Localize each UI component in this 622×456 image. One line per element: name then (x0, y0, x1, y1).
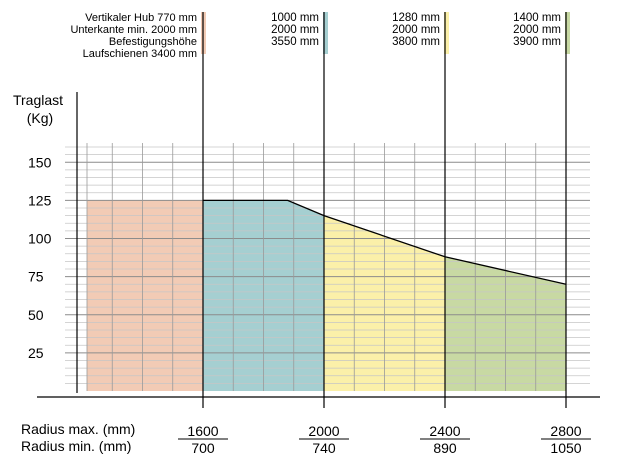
segment-color-key-3 (444, 12, 449, 54)
chart-labels: Traglast (Kg) 25 50 75 100 125 150 Radius max. (… (13, 12, 582, 456)
segment-note-1-line-1: Vertikaler Hub 770 mm (85, 12, 197, 24)
load-band-1 (87, 200, 203, 391)
y-tick-label: 50 (28, 307, 44, 323)
x-axis-row-label-2: Radius min. (mm) (21, 438, 131, 454)
x-tick-label-max: 2000 (308, 423, 339, 439)
x-tick-label-min: 890 (433, 440, 457, 456)
x-tick-label-max: 2400 (429, 423, 460, 439)
segment-color-key-4 (565, 12, 570, 54)
y-tick-label: 75 (28, 269, 44, 285)
load-areas (87, 12, 570, 391)
y-axis-label-line-1: Traglast (13, 92, 63, 108)
x-tick-label-max: 1600 (187, 423, 218, 439)
load-curve (203, 199, 567, 285)
y-tick-label: 125 (28, 192, 52, 208)
segment-note-3-line-2: 2000 mm (392, 24, 440, 36)
x-tick-label-min: 1050 (550, 440, 581, 456)
segment-note-1-line-4: Laufschienen 3400 mm (83, 48, 197, 60)
segment-note-3-line-3: 3800 mm (392, 36, 440, 48)
segment-note-2-line-2: 2000 mm (271, 24, 319, 36)
x-axis-row-label-1: Radius max. (mm) (21, 421, 135, 437)
segment-note-4-line-3: 3900 mm (513, 36, 561, 48)
y-tick-label: 150 (28, 154, 52, 170)
segment-note-1-line-3: Befestigungshöhe (109, 36, 197, 48)
segment-note-2-line-3: 3550 mm (271, 36, 319, 48)
x-tick-label-min: 740 (312, 440, 336, 456)
x-tick-label-min: 700 (191, 440, 215, 456)
chart-grid (65, 143, 590, 391)
x-tick-label-max: 2800 (550, 423, 581, 439)
segment-color-key-2 (323, 12, 328, 54)
y-tick-label: 100 (28, 231, 52, 247)
segment-note-4-line-2: 2000 mm (513, 24, 561, 36)
y-axis-label-line-2: (Kg) (27, 110, 53, 126)
chart-lines (37, 12, 600, 440)
segment-note-3-line-1: 1280 mm (392, 12, 440, 24)
y-tick-label: 25 (28, 345, 44, 361)
segment-note-4-line-1: 1400 mm (513, 12, 561, 24)
segment-note-2-line-1: 1000 mm (271, 12, 319, 24)
segment-note-1-line-2: Unterkante min. 2000 mm (70, 24, 197, 36)
